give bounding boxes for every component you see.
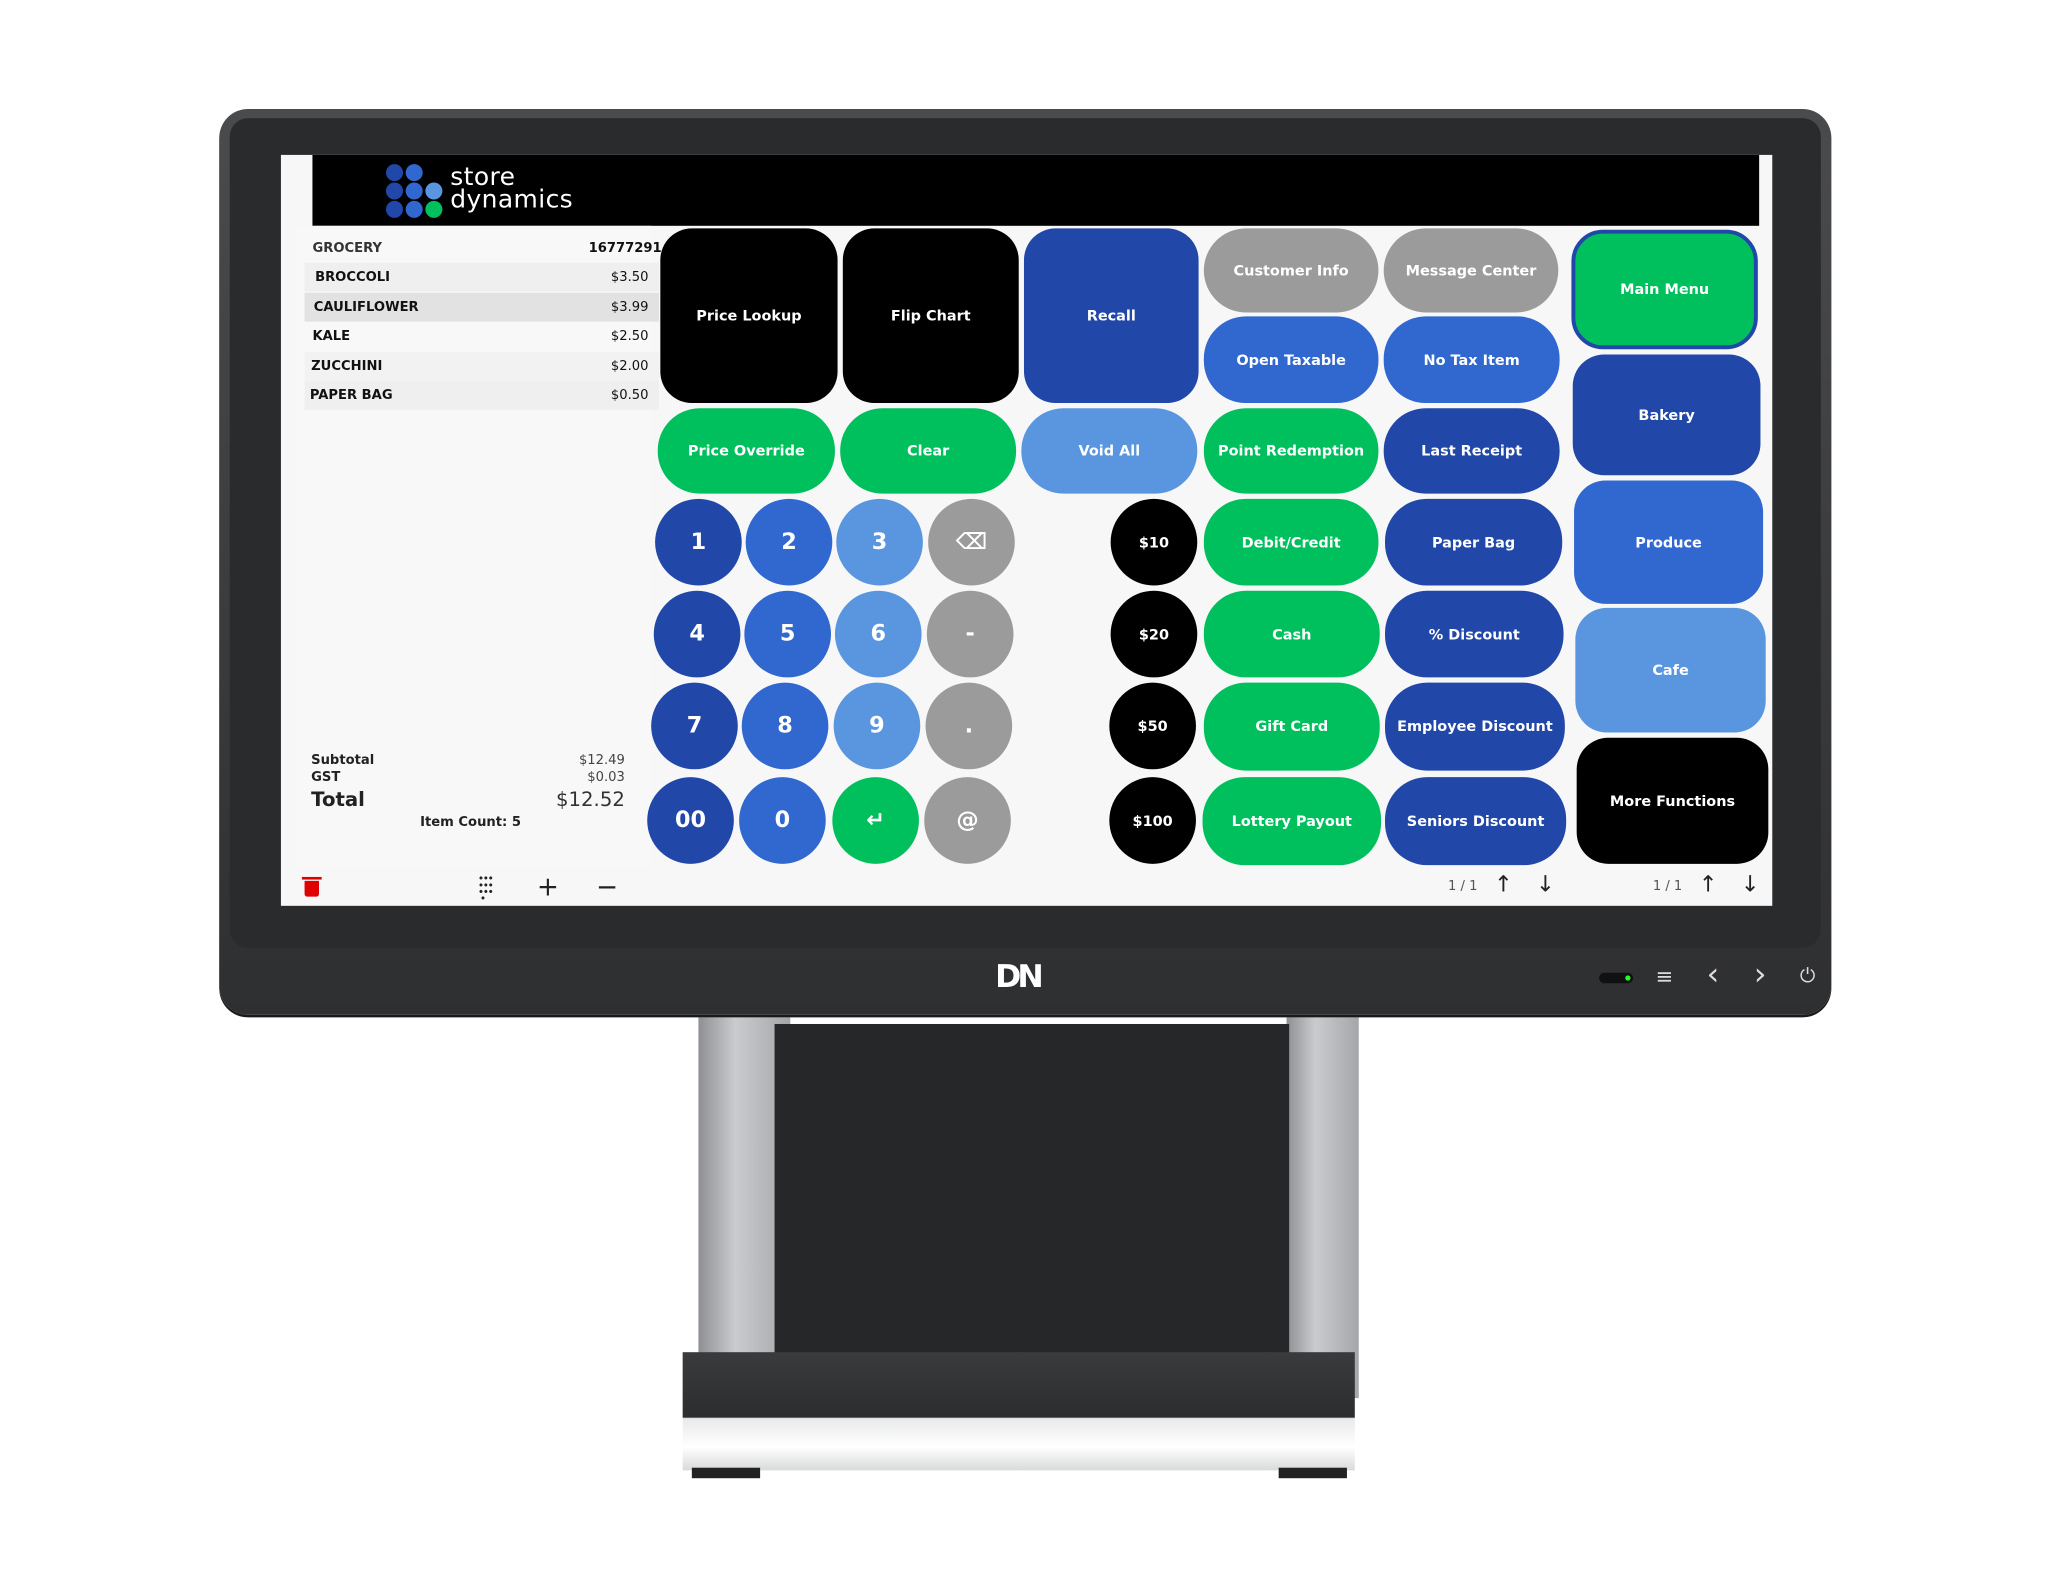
last-receipt-button[interactable]: Last Receipt [1383, 408, 1560, 494]
functions-page-down-button[interactable]: ↓ [1535, 871, 1555, 898]
menus-page-up-button[interactable]: ↑ [1698, 871, 1718, 898]
key-2[interactable]: 2 [745, 498, 833, 586]
store-dynamics-logo-icon [385, 164, 445, 223]
produce-button[interactable]: Produce [1574, 480, 1764, 604]
customer-info-button[interactable]: Customer Info [1203, 228, 1379, 313]
void-all-button[interactable]: Void All [1021, 408, 1198, 494]
receipt-header: GROCERY 16777291 [312, 241, 662, 256]
functions-page-up-button[interactable]: ↑ [1493, 871, 1513, 898]
minus-button[interactable]: − [596, 870, 619, 902]
key-5[interactable]: 5 [744, 590, 832, 678]
stand-base [682, 1352, 1355, 1471]
cash-10-button[interactable]: $10 [1110, 498, 1198, 586]
subtotal-label: Subtotal [311, 753, 375, 768]
power-led [1598, 972, 1634, 984]
key-minus[interactable]: - [926, 590, 1014, 678]
key-at[interactable]: @ [924, 777, 1011, 864]
clear-button[interactable]: Clear [840, 408, 1017, 494]
open-taxable-button[interactable]: Open Taxable [1203, 316, 1379, 404]
key-4[interactable]: 4 [653, 590, 741, 678]
subtotal-value: $12.49 [578, 753, 625, 768]
receipt-item[interactable]: KALE $2.50 [312, 329, 649, 344]
receipt-item[interactable]: CAULIFLOWER $3.99 [304, 292, 660, 322]
menus-page-indicator: 1 / 1 [1652, 879, 1683, 895]
backspace-key[interactable]: ⌫ [928, 498, 1015, 586]
brand-name: store dynamics [450, 162, 574, 214]
stand-foot [691, 1467, 761, 1479]
hardware-forward-button[interactable]: › [1753, 955, 1767, 993]
total-value: $12.52 [555, 787, 625, 812]
no-tax-item-button[interactable]: No Tax Item [1383, 316, 1560, 404]
recall-button[interactable]: Recall [1023, 228, 1199, 404]
main-menu-button[interactable]: Main Menu [1571, 229, 1758, 350]
enter-icon: ↵ [866, 807, 885, 834]
percent-discount-button[interactable]: % Discount [1385, 590, 1564, 678]
receipt-panel: GROCERY 16777291 BROCCOLI $3.50 CAULIFLOWE… [296, 225, 662, 867]
item-count: Item Count: 5 [420, 815, 521, 830]
keypad-icon: ••• ••• ••• • [477, 873, 494, 905]
flip-chart-button[interactable]: Flip Chart [842, 228, 1019, 404]
keypad-button[interactable]: ••• ••• ••• • [478, 874, 499, 904]
message-center-button[interactable]: Message Center [1383, 228, 1559, 313]
pos-screen: store dynamics GROCERY 16777291 BROCCOLI $3… [280, 154, 1773, 906]
app-header: store dynamics [312, 154, 1760, 226]
backspace-icon: ⌫ [955, 529, 988, 556]
key-0[interactable]: 0 [739, 777, 826, 864]
more-functions-button[interactable]: More Functions [1576, 737, 1769, 864]
enter-key[interactable]: ↵ [832, 777, 919, 864]
paper-bag-button[interactable]: Paper Bag [1385, 498, 1563, 586]
hardware-menu-button[interactable]: ≡ [1655, 963, 1674, 989]
lottery-payout-button[interactable]: Lottery Payout [1202, 777, 1382, 866]
key-3[interactable]: 3 [836, 498, 923, 586]
stand-back [774, 1023, 1290, 1405]
bakery-button[interactable]: Bakery [1572, 354, 1761, 476]
employee-discount-button[interactable]: Employee Discount [1385, 682, 1565, 771]
hardware-logo: DN [995, 958, 1044, 996]
point-redemption-button[interactable]: Point Redemption [1203, 408, 1379, 494]
functions-page-indicator: 1 / 1 [1448, 879, 1478, 895]
price-lookup-button[interactable]: Price Lookup [660, 228, 838, 404]
seniors-discount-button[interactable]: Seniors Discount [1385, 777, 1567, 866]
cash-20-button[interactable]: $20 [1110, 590, 1198, 678]
stand-right-arm [1286, 1017, 1359, 1399]
key-8[interactable]: 8 [741, 682, 829, 770]
hardware-back-button[interactable]: ‹ [1706, 955, 1720, 993]
key-7[interactable]: 7 [651, 682, 738, 770]
receipt-item[interactable]: BROCCOLI $3.50 [304, 262, 660, 292]
tax-label: GST [311, 770, 341, 786]
menus-page-down-button[interactable]: ↓ [1740, 871, 1760, 898]
receipt-item[interactable]: ZUCCHINI $2.00 [304, 351, 660, 381]
hardware-power-button[interactable]: ⏻ [1799, 963, 1816, 988]
key-9[interactable]: 9 [833, 682, 921, 770]
delete-button[interactable] [301, 876, 322, 897]
tax-value: $0.03 [587, 770, 625, 786]
trash-icon [301, 876, 322, 880]
cash-100-button[interactable]: $100 [1109, 777, 1196, 864]
receipt-item[interactable]: PAPER BAG $0.50 [304, 380, 660, 410]
cafe-button[interactable]: Cafe [1575, 607, 1766, 733]
key-1[interactable]: 1 [655, 498, 742, 586]
plus-button[interactable]: + [536, 870, 559, 902]
gift-card-button[interactable]: Gift Card [1203, 682, 1380, 771]
stand-foot [1278, 1467, 1347, 1479]
key-6[interactable]: 6 [834, 590, 922, 678]
cash-button[interactable]: Cash [1203, 590, 1380, 678]
key-decimal[interactable]: . [925, 682, 1013, 770]
price-override-button[interactable]: Price Override [657, 408, 835, 494]
cash-50-button[interactable]: $50 [1109, 682, 1196, 770]
total-label: Total [311, 787, 365, 812]
debit-credit-button[interactable]: Debit/Credit [1203, 498, 1379, 586]
key-00[interactable]: 00 [647, 777, 734, 864]
